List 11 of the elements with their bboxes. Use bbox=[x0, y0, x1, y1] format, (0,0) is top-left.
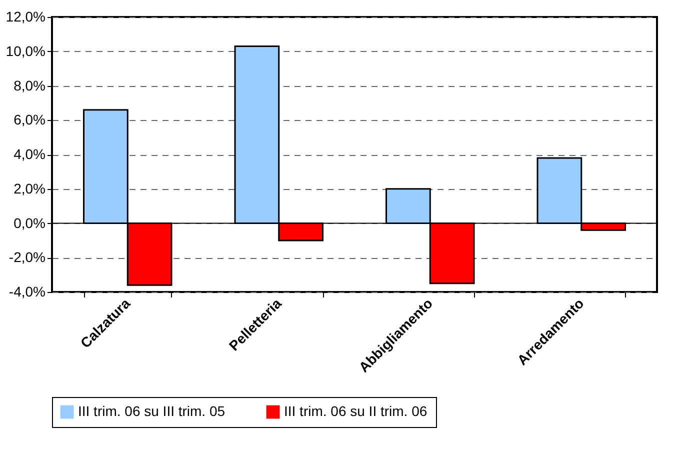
y-tick-label: 6,0% bbox=[14, 112, 46, 128]
legend-label: III trim. 06 su II trim. 06 bbox=[284, 403, 428, 419]
y-tick-label: 2,0% bbox=[14, 180, 46, 196]
y-tick-label: -2,0% bbox=[8, 249, 46, 266]
y-tick-label: 12,0% bbox=[6, 8, 46, 24]
y-tick-label: 8,0% bbox=[14, 77, 46, 94]
y-tick-label: 4,0% bbox=[14, 146, 46, 162]
legend-label: III trim. 06 su III trim. 05 bbox=[78, 403, 226, 419]
y-tick-label: 10,0% bbox=[6, 42, 46, 59]
y-tick-label: 0,0% bbox=[14, 214, 46, 231]
y-tick-label: -4,0% bbox=[8, 284, 46, 300]
